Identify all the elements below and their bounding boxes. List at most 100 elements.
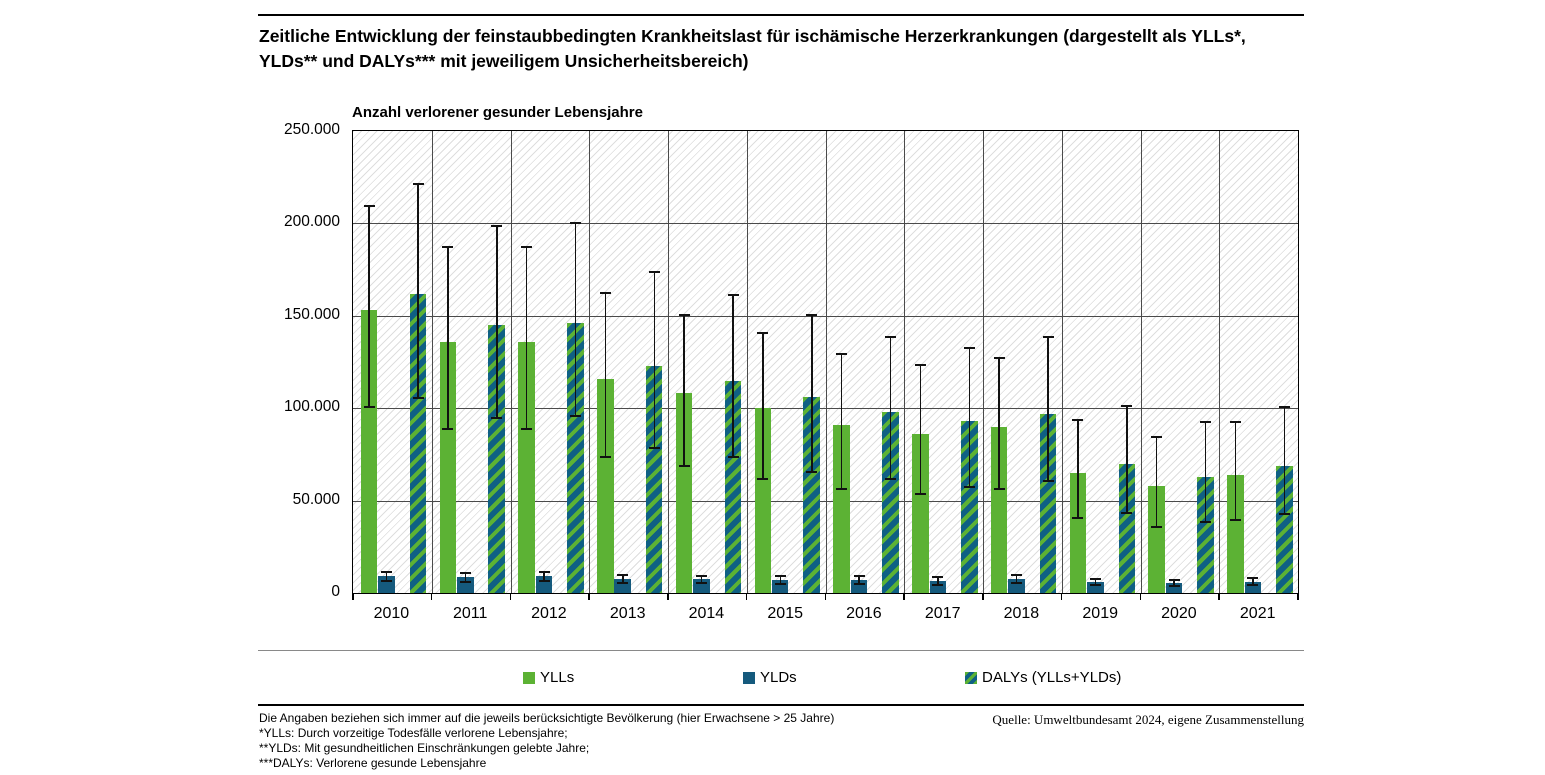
gridline-vertical xyxy=(431,131,433,593)
error-bar-cap-top xyxy=(459,571,471,574)
error-bar-cap-bottom xyxy=(459,580,471,583)
error-bar-line xyxy=(604,291,607,459)
error-bar-cap-bottom xyxy=(757,478,769,481)
x-tick-label: 2011 xyxy=(452,605,488,622)
error-bar-cap-bottom xyxy=(570,415,581,418)
x-tick-label: 2017 xyxy=(924,605,961,622)
error-bar-cap-bottom xyxy=(491,417,503,420)
error-bar-cap-top xyxy=(1200,421,1211,424)
error-bar-cap-top xyxy=(570,221,581,224)
error-bar-line xyxy=(779,575,781,585)
error-bar-cap-bottom xyxy=(1247,583,1259,586)
x-tick-label: 2019 xyxy=(1082,605,1118,622)
error-bar-cap-top xyxy=(1072,419,1084,422)
gridline-vertical xyxy=(510,131,512,593)
error-bar-cap-bottom xyxy=(1072,517,1084,520)
error-bar-cap-bottom xyxy=(836,487,848,490)
error-bar-cap-bottom xyxy=(774,582,786,585)
error-bar-cap-bottom xyxy=(932,583,944,586)
y-tick-label: 0 xyxy=(331,583,340,600)
error-bar-cap-top xyxy=(1229,421,1241,424)
error-bar-cap-bottom xyxy=(1229,518,1241,521)
error-bar-cap-bottom xyxy=(1121,511,1133,514)
legend: YLLs YLDs DALYs (YLLs+YLDs) xyxy=(0,669,1545,687)
error-bar-cap-top xyxy=(1278,406,1290,409)
error-bar-cap-bottom xyxy=(806,470,818,473)
error-bar-line xyxy=(683,314,685,468)
error-bar-line xyxy=(998,356,1000,490)
x-tick-mark xyxy=(1139,593,1141,600)
error-bar-cap-top xyxy=(617,573,629,576)
error-bar-cap-bottom xyxy=(538,579,550,582)
error-bar-cap-bottom xyxy=(363,406,375,409)
error-bar-line xyxy=(496,225,498,420)
error-bar-cap-top xyxy=(914,363,926,366)
x-tick-mark xyxy=(588,593,590,600)
error-bar-cap-bottom xyxy=(521,428,533,431)
error-bar-cap-bottom xyxy=(993,487,1005,490)
bar-ylds-2019 xyxy=(1087,581,1104,593)
error-bar-cap-top xyxy=(442,245,454,248)
x-tick-label: 2012 xyxy=(531,605,567,622)
footnote-dalys: ***DALYs: Verlorene gesunde Lebensjahre xyxy=(259,756,487,770)
legend-swatch xyxy=(965,671,977,684)
error-bar-line xyxy=(368,204,370,409)
top-rule xyxy=(258,14,1304,16)
error-bar-cap-bottom xyxy=(412,397,424,399)
error-bar-cap-top xyxy=(727,293,739,296)
x-tick-mark xyxy=(824,593,826,600)
error-bar-cap-top xyxy=(696,574,707,577)
error-bar-cap-top xyxy=(1011,573,1022,576)
error-bar-line xyxy=(1155,435,1158,529)
error-bar-cap-bottom xyxy=(963,485,975,488)
error-bar-cap-top xyxy=(648,271,660,274)
y-tick-label: 150.000 xyxy=(283,305,340,323)
x-tick-mark xyxy=(1060,593,1063,600)
gridline-vertical xyxy=(904,131,906,593)
x-tick-label: 2021 xyxy=(1239,605,1276,622)
error-bar-cap-bottom xyxy=(727,456,739,459)
error-bar-line xyxy=(525,245,528,431)
legend-swatch xyxy=(743,671,755,684)
bar-dalys-2011 xyxy=(488,325,505,593)
error-bar-cap-bottom xyxy=(853,582,865,585)
x-tick-label: 2020 xyxy=(1161,605,1197,622)
legend-item-2: DALYs (YLLs+YLDs) xyxy=(965,669,1121,686)
bar-ylls-2014 xyxy=(675,393,693,593)
error-bar-cap-bottom xyxy=(1011,581,1022,584)
error-bar-cap-bottom xyxy=(381,579,392,582)
footnote-population: Die Angaben beziehen sich immer auf die … xyxy=(259,711,835,725)
bar-dalys-2021 xyxy=(1276,465,1293,593)
x-tick-label: 2014 xyxy=(688,605,725,622)
error-bar-cap-bottom xyxy=(696,581,707,584)
error-bar-line xyxy=(385,570,388,582)
error-bar-line xyxy=(811,314,813,473)
error-bar-cap-bottom xyxy=(1200,520,1211,523)
error-bar-cap-top xyxy=(599,291,611,294)
legend-item-1: YLDs xyxy=(743,669,797,686)
x-tick-label: 2010 xyxy=(373,605,410,622)
error-bar-cap-top xyxy=(678,314,690,316)
bar-ylds-2021 xyxy=(1244,581,1261,593)
error-bar-line xyxy=(574,221,577,418)
error-bar-line xyxy=(968,347,970,488)
error-bar-cap-top xyxy=(932,576,944,579)
error-bar-line xyxy=(1094,578,1096,586)
error-bar-cap-top xyxy=(963,347,975,350)
footnotes: Die Angaben beziehen sich immer auf die … xyxy=(259,711,834,771)
error-bar-cap-top xyxy=(1168,579,1180,582)
gridline-vertical xyxy=(1219,131,1221,593)
error-bar-cap-top xyxy=(412,182,424,185)
error-bar-line xyxy=(840,352,843,490)
bar-ylls-2021 xyxy=(1227,474,1244,593)
x-tick-mark xyxy=(430,593,433,600)
error-bar-cap-bottom xyxy=(648,446,660,449)
error-bar-line xyxy=(417,182,419,399)
footnote-ylds: **YLDs: Mit gesundheitlichen Einschränku… xyxy=(259,741,590,755)
legend-swatch xyxy=(523,671,535,684)
bar-dalys-2020 xyxy=(1197,476,1214,593)
x-tick-mark xyxy=(509,593,511,600)
error-bar-cap-top xyxy=(1151,435,1163,438)
x-tick-mark xyxy=(1297,593,1299,600)
